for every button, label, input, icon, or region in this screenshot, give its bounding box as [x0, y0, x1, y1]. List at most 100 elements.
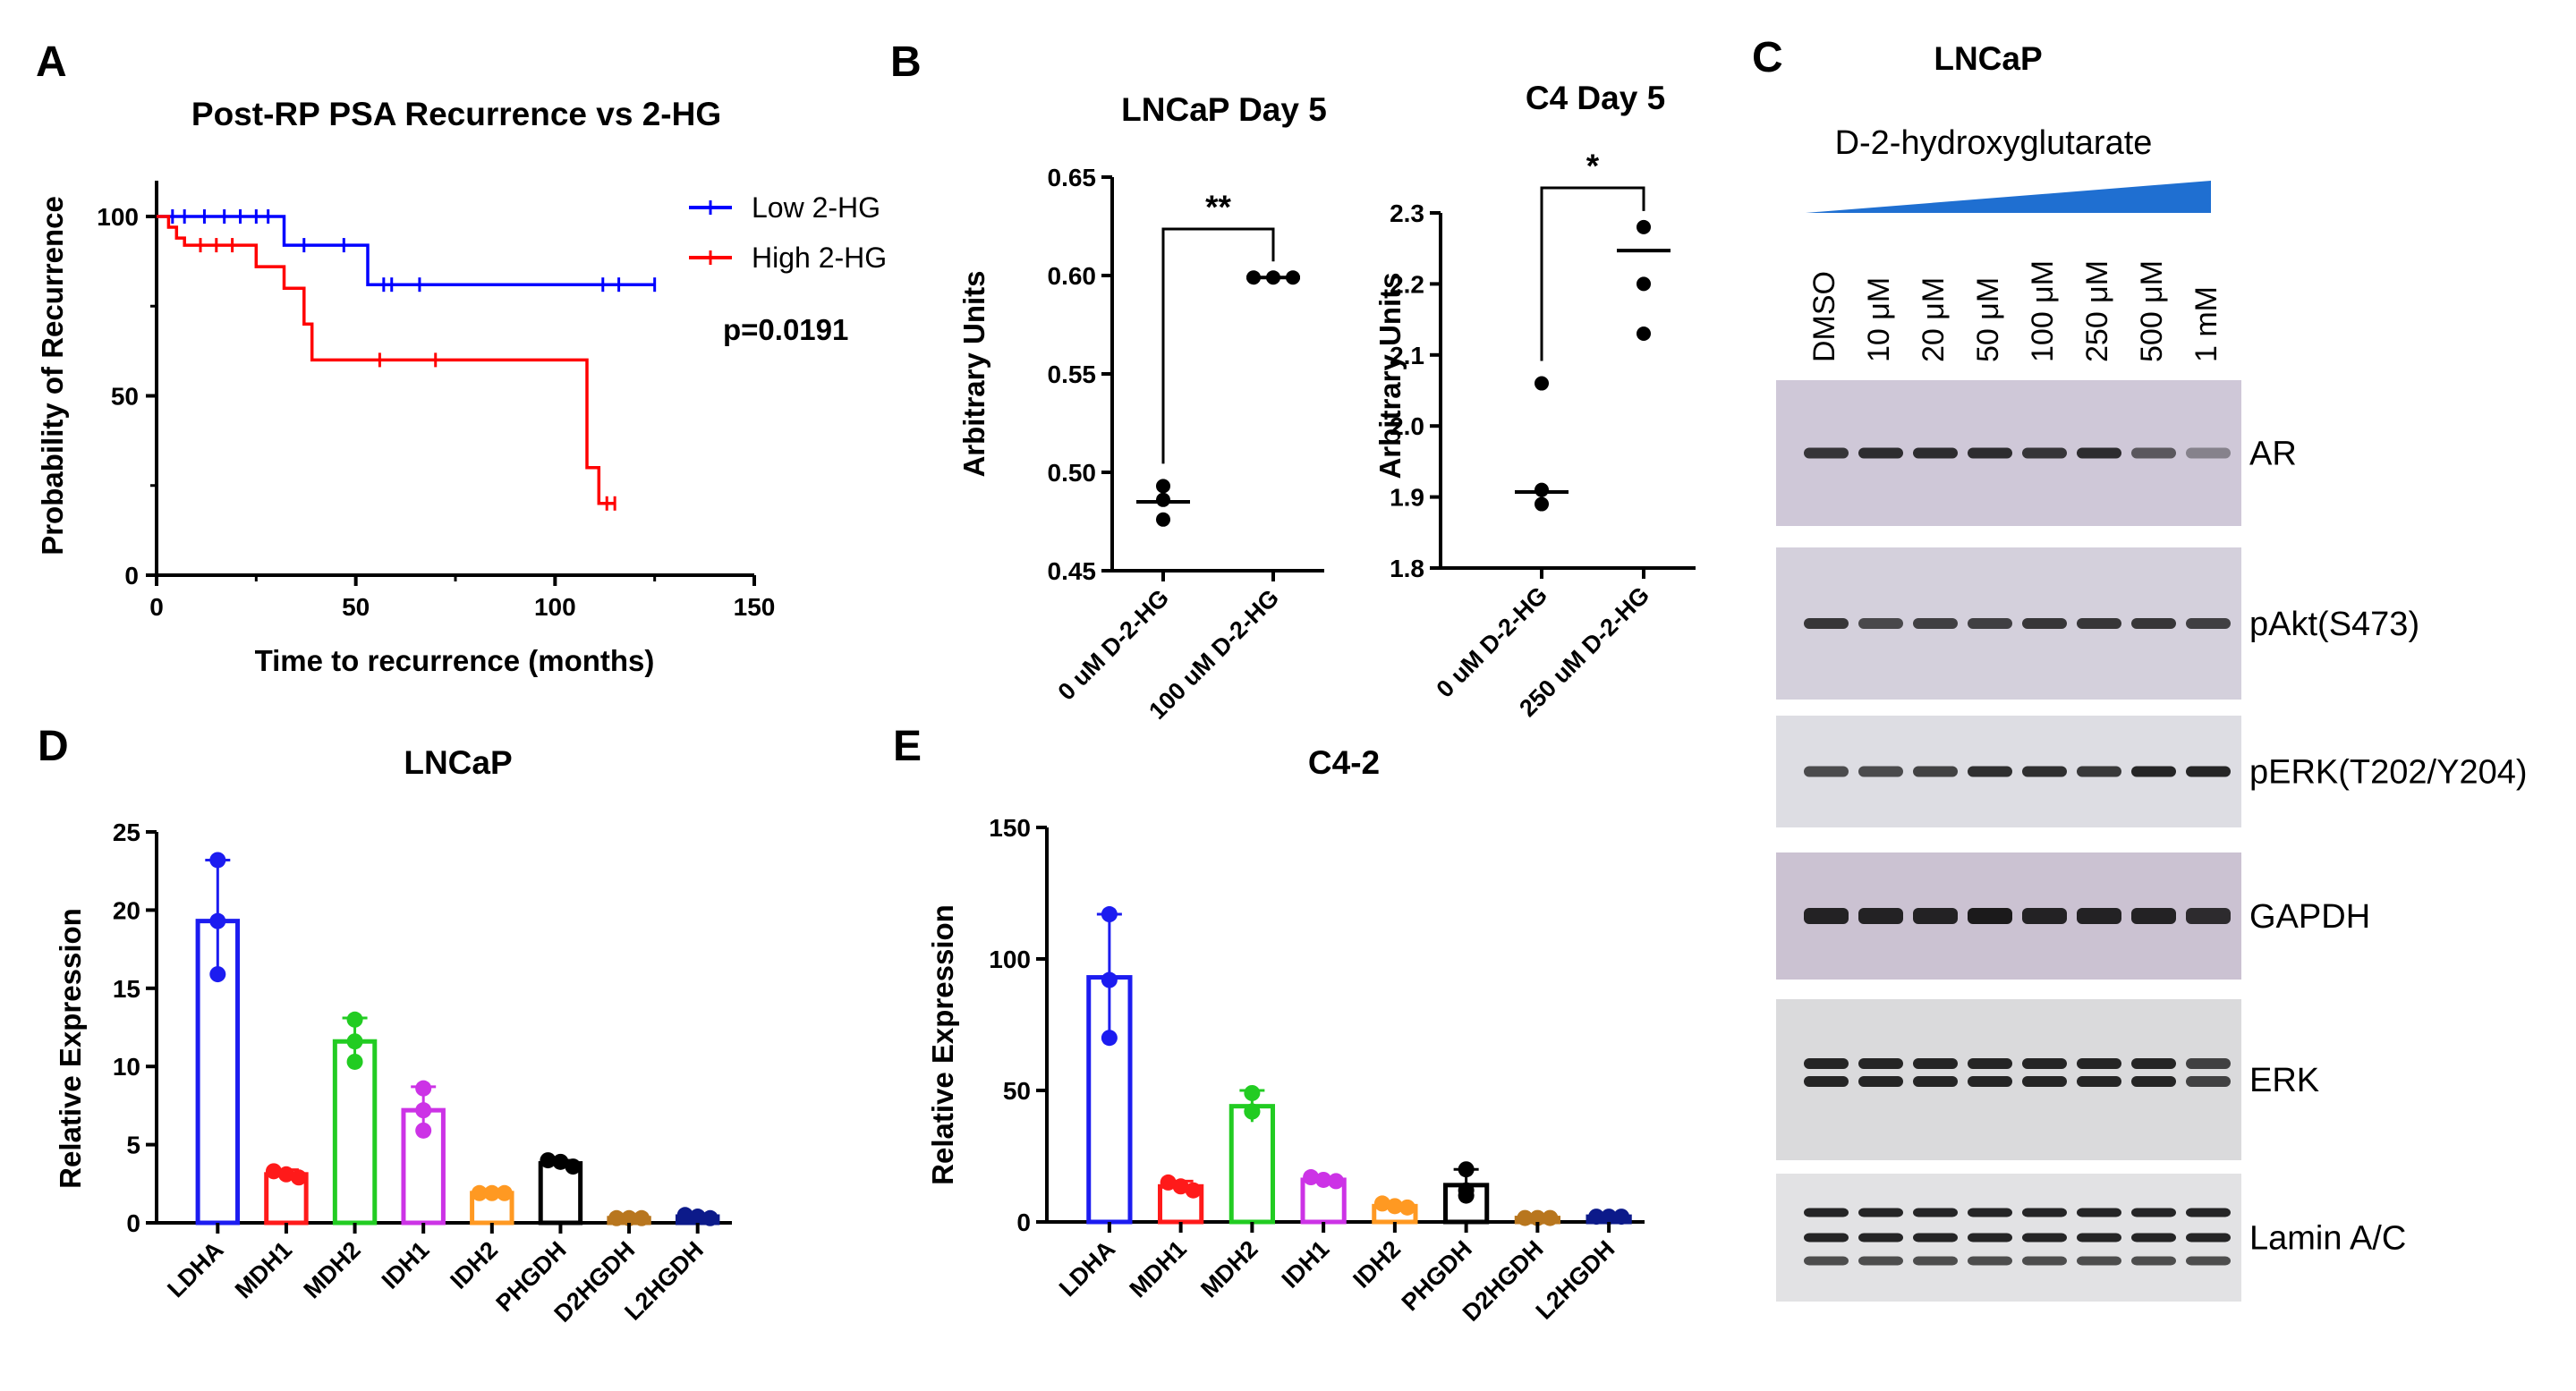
- chartB2-sig-label: *: [1586, 148, 1600, 184]
- blot-band: [1968, 1208, 2012, 1217]
- blot-band: [2022, 618, 2067, 629]
- chartD-point: [415, 1122, 432, 1139]
- blot-band: [1968, 1058, 2012, 1069]
- chart-a-ytick-label: 0: [124, 562, 139, 589]
- blot-band: [1913, 1076, 1958, 1087]
- chartB1-ytick-label: 0.60: [1048, 262, 1097, 290]
- blot-band: [1913, 618, 1958, 629]
- blot-band: [2022, 1256, 2067, 1266]
- chartD-point: [689, 1209, 706, 1226]
- blot-lane-label: 20 μM: [1917, 277, 1951, 362]
- chartD-point: [209, 966, 226, 983]
- chartD-point: [676, 1207, 693, 1224]
- chartD-xtick-label: MDH1: [230, 1236, 297, 1303]
- chart-b2-c4-day5: C4 Day 5 Arbitrary Units 1.8 1.9 2.0 2.1 2.2…: [1373, 80, 1696, 722]
- km-series-high: [157, 215, 616, 505]
- western-blot-panel: LNCaP D-2-hydroxyglutarate DMSO 10 μM 20 μ…: [1776, 40, 2528, 1302]
- chartD-xtick-label: MDH2: [298, 1236, 365, 1303]
- blot-protein-label: pAkt(S473): [2249, 606, 2419, 643]
- blot-band: [1858, 1233, 1903, 1243]
- chartE-point: [1529, 1209, 1546, 1226]
- blot-band: [2131, 447, 2176, 459]
- blot-band: [1804, 1208, 1849, 1217]
- chartB1-point: [1266, 270, 1280, 285]
- chartB2-ytick-label: 2.3: [1390, 199, 1424, 227]
- chartD-ytick-label: 5: [126, 1132, 140, 1159]
- blot-band: [2077, 1256, 2121, 1266]
- blot-band: [2077, 1076, 2121, 1087]
- blot-protein-label: Lamin A/C: [2249, 1220, 2406, 1258]
- chartB2-point: [1535, 482, 1549, 497]
- panel-label-d: D: [38, 723, 69, 770]
- chartE-xtick-label: IDH1: [1277, 1235, 1335, 1293]
- chart-a-ytick-label: 50: [111, 383, 139, 411]
- chartD-ytick-label: 0: [126, 1209, 140, 1237]
- blot-band: [2077, 1208, 2121, 1217]
- chartE-ytick-label: 50: [1003, 1077, 1031, 1105]
- blot-band: [1968, 1233, 2012, 1243]
- blot-protein-label: ERK: [2249, 1062, 2319, 1099]
- chartB2-ytick-label: 1.8: [1390, 555, 1424, 582]
- blot-band: [1858, 766, 1903, 777]
- chart-a-km-recurrence: Post-RP PSA Recurrence vs 2-HG Time to r…: [36, 96, 887, 677]
- blot-band: [2131, 1208, 2176, 1217]
- chartB2-ytick-label: 2.2: [1390, 270, 1424, 298]
- chartE-point: [1373, 1195, 1390, 1212]
- chartE-point: [1101, 971, 1118, 988]
- blot-band: [2186, 908, 2231, 924]
- chart-d-lncap-expression: LNCaP Relative Expression 0 5 10 15 20 25 LDHA…: [54, 744, 732, 1327]
- chart-a-xlabel: Time to recurrence (months): [255, 644, 655, 677]
- chartE-point: [1613, 1209, 1630, 1226]
- chartD-point: [621, 1209, 638, 1226]
- blot-band: [2131, 618, 2176, 629]
- blot-band: [1804, 447, 1849, 459]
- blot-band: [1858, 618, 1903, 629]
- blot-lane-label: 50 μM: [1971, 277, 2005, 362]
- blot-lane-label: 250 μM: [2080, 260, 2114, 362]
- blot-band: [2022, 447, 2067, 459]
- blot-band: [2022, 1208, 2067, 1217]
- chartB2-point: [1535, 376, 1549, 391]
- blot-band: [1804, 618, 1849, 629]
- chartB2-ytick-label: 2.0: [1390, 412, 1424, 440]
- panel-label-b: B: [890, 38, 922, 86]
- chart-a-ytick-label: 100: [97, 203, 139, 231]
- chartB2-point: [1637, 326, 1651, 341]
- chartB1-ytick-label: 0.55: [1048, 360, 1097, 388]
- chart-a-pvalue: p=0.0191: [723, 313, 848, 346]
- blot-lane-label: 1 mM: [2189, 286, 2223, 362]
- blot-band: [2186, 1058, 2231, 1069]
- chartE-xtick-label: MDH1: [1125, 1235, 1192, 1302]
- blot-band: [1968, 766, 2012, 777]
- blot-band: [1804, 908, 1849, 924]
- blot-band: [1913, 1058, 1958, 1069]
- chartB1-sig-bracket: [1161, 227, 1275, 464]
- blot-lane-label: 10 μM: [1862, 277, 1896, 362]
- chartE-point: [1601, 1209, 1618, 1226]
- blot-band: [2186, 1076, 2231, 1087]
- chart-a-ylabel: Probability of Recurrence: [36, 196, 69, 556]
- chartD-point: [471, 1184, 488, 1201]
- blot-band: [1804, 1076, 1849, 1087]
- chartE-ytick-label: 150: [989, 814, 1031, 842]
- chartB1-xtick-label: 0 uM D-2-HG: [1052, 584, 1174, 706]
- blot-lane-label: 100 μM: [2026, 260, 2060, 362]
- blot-band: [2077, 908, 2121, 924]
- chartE-xtick-label: MDH2: [1195, 1235, 1262, 1302]
- panel-label-e: E: [893, 723, 922, 770]
- chart-b2-ylabel: Arbitrary Units: [1373, 272, 1407, 479]
- chartE-point: [1244, 1084, 1261, 1101]
- chartE-xtick-label: LDHA: [1054, 1235, 1120, 1302]
- blot-band: [2022, 1058, 2067, 1069]
- concentration-wedge: [1806, 181, 2211, 213]
- chartE-point: [1101, 906, 1118, 923]
- chartE-ytick-label: 0: [1016, 1209, 1031, 1236]
- chartD-xtick-label: IDH1: [377, 1236, 435, 1294]
- blot-band: [1968, 908, 2012, 924]
- chartE-point: [1399, 1199, 1416, 1216]
- blot-band: [1804, 1256, 1849, 1266]
- blot-band: [2022, 766, 2067, 777]
- blot-band: [2186, 1208, 2231, 1217]
- blot-band: [1858, 908, 1903, 924]
- chart-b1-ylabel: Arbitrary Units: [957, 270, 990, 477]
